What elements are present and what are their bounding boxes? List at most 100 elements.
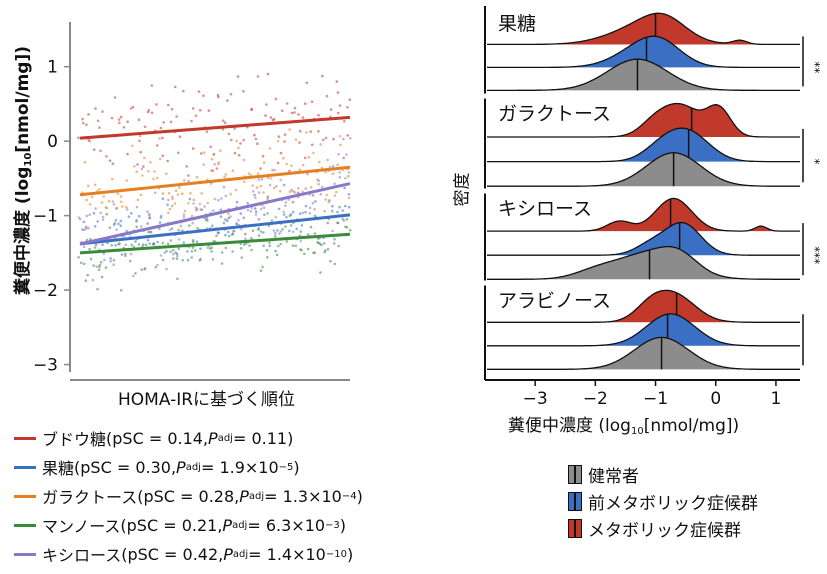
scatter-point: [283, 140, 286, 143]
scatter-point: [233, 127, 236, 130]
scatter-point: [93, 183, 97, 187]
legend-series-name: ガラクトース: [42, 488, 138, 507]
scatter-panel: 1 0 −1 −2 −3: [33, 22, 352, 381]
scatter-point: [222, 185, 226, 189]
scatter-point: [301, 116, 305, 119]
scatter-point: [192, 202, 195, 205]
scatter-point: [87, 184, 90, 188]
scatter-point: [266, 255, 269, 259]
scatter-point: [96, 119, 100, 123]
scatter-point: [92, 148, 96, 151]
scatter-point: [89, 257, 93, 261]
scatter-point: [310, 100, 314, 104]
scatter-point: [234, 188, 238, 192]
ridge-x-tick-label: 1: [771, 389, 782, 409]
scatter-point: [326, 247, 330, 251]
scatter-point: [219, 208, 223, 212]
scatter-point: [269, 116, 273, 119]
ridge-outline: [487, 35, 800, 69]
scatter-point: [285, 240, 289, 243]
scatter-point: [158, 137, 161, 140]
scatter-point: [188, 197, 192, 201]
scatter-point: [253, 133, 256, 137]
scatter-point: [202, 94, 205, 97]
scatter-point: [104, 266, 108, 270]
scatter-point: [236, 75, 240, 78]
scatter-point: [342, 156, 346, 160]
scatter-point: [282, 183, 286, 187]
scatter-point: [121, 205, 124, 208]
scatter-point: [257, 178, 261, 181]
scatter-point: [349, 137, 352, 140]
scatter-point: [190, 119, 193, 123]
scatter-point: [338, 205, 341, 209]
legend-swatch: [14, 552, 36, 556]
scatter-point: [262, 206, 266, 209]
scatter-point: [303, 156, 307, 160]
scatter-point: [277, 207, 281, 211]
scatter-point: [299, 239, 303, 243]
scatter-point: [331, 229, 334, 233]
scatter-point: [105, 212, 108, 216]
scatter-point: [293, 111, 296, 114]
scatter-point: [149, 230, 153, 234]
scatter-point: [92, 212, 96, 215]
scatter-point: [317, 113, 320, 117]
scatter-point: [110, 177, 114, 181]
scatter-point: [338, 175, 342, 179]
scatter-point: [100, 201, 104, 204]
scatter-point: [266, 198, 269, 201]
scatter-point: [247, 172, 251, 175]
scatter-point: [329, 108, 333, 111]
scatter-point: [166, 242, 170, 245]
scatter-point: [166, 203, 169, 207]
scatter-point: [170, 227, 174, 230]
scatter-point: [124, 243, 127, 246]
scatter-point: [239, 142, 242, 145]
scatter-point: [313, 232, 317, 235]
legend-p-exponent: −4: [341, 490, 357, 502]
significance-stars: ***: [808, 246, 822, 264]
scatter-point: [324, 249, 327, 252]
scatter-point: [138, 139, 141, 143]
scatter-point: [338, 135, 342, 138]
scatter-point: [220, 262, 224, 265]
scatter-point: [324, 198, 328, 201]
scatter-point: [86, 273, 89, 277]
scatter-point: [159, 126, 163, 130]
scatter-point: [222, 221, 226, 225]
scatter-point: [165, 267, 168, 271]
scatter-point: [188, 224, 191, 227]
scatter-point: [153, 191, 157, 195]
scatter-point: [155, 144, 159, 147]
scatter-point: [332, 242, 336, 245]
scatter-point: [119, 115, 123, 119]
significance-stars: *: [808, 159, 822, 165]
ridge-outline: [487, 336, 800, 370]
scatter-point: [268, 183, 272, 187]
scatter-point: [338, 104, 342, 107]
legend-p-value: = 1.4×10: [248, 544, 326, 564]
scatter-point: [290, 164, 293, 168]
scatter-point: [199, 257, 202, 261]
scatter-point: [293, 191, 297, 194]
scatter-point: [303, 102, 307, 105]
scatter-point: [127, 215, 131, 218]
legend-series-name: マンノース: [42, 517, 121, 536]
scatter-point: [161, 197, 165, 200]
scatter-point: [227, 132, 231, 136]
ridge-x-tick-label: −1: [643, 389, 668, 409]
scatter-point: [131, 274, 135, 278]
scatter-point: [281, 228, 284, 231]
legend-swatch: [568, 491, 582, 511]
scatter-point: [318, 160, 321, 164]
scatter-point: [191, 147, 195, 150]
ridge-outline: [487, 313, 800, 347]
legend-swatch: [14, 436, 36, 440]
scatter-point: [333, 182, 336, 185]
scatter-point: [91, 278, 95, 282]
scatter-point: [170, 204, 174, 208]
scatter-point: [242, 90, 245, 93]
